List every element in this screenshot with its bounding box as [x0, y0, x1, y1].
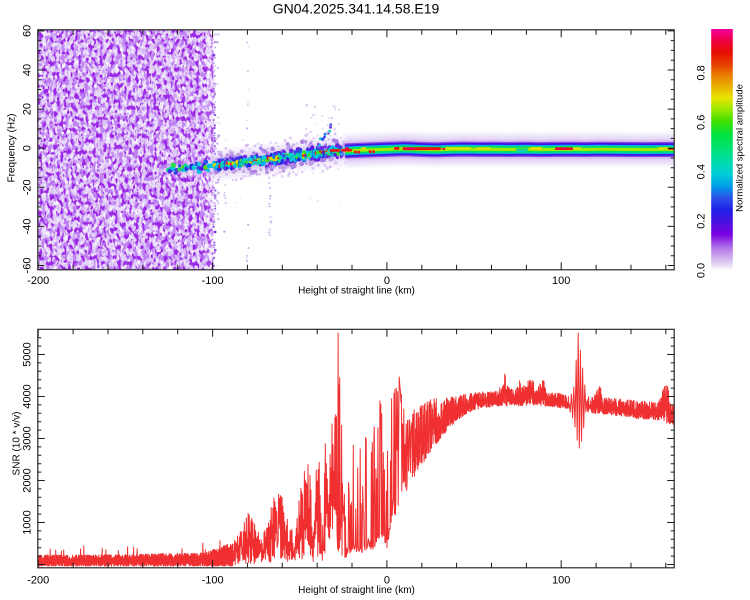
svg-text:4000: 4000	[22, 384, 34, 408]
svg-text:Height of straight line (km): Height of straight line (km)	[298, 585, 415, 596]
svg-text:-100: -100	[202, 275, 224, 287]
svg-text:3000: 3000	[22, 426, 34, 450]
svg-text:Normalized spectral amplitude: Normalized spectral amplitude	[735, 84, 746, 212]
svg-text:-20: -20	[22, 179, 34, 195]
svg-text:2000: 2000	[22, 468, 34, 492]
svg-text:SNR (10 * v/v): SNR (10 * v/v)	[12, 412, 23, 476]
svg-text:0.6: 0.6	[696, 115, 708, 130]
svg-text:1000: 1000	[22, 510, 34, 534]
svg-text:-200: -200	[27, 275, 49, 287]
svg-text:-100: -100	[202, 575, 224, 587]
svg-text:GN04.2025.341.14.58.E19: GN04.2025.341.14.58.E19	[273, 1, 440, 17]
svg-text:0.0: 0.0	[696, 263, 708, 278]
svg-text:60: 60	[22, 25, 34, 37]
svg-text:0: 0	[22, 145, 34, 151]
svg-text:Frequency (Hz): Frequency (Hz)	[7, 114, 18, 183]
svg-text:0: 0	[384, 275, 390, 287]
svg-text:5000: 5000	[22, 342, 34, 366]
svg-text:Height of straight line (km): Height of straight line (km)	[298, 285, 415, 296]
svg-text:-60: -60	[22, 258, 34, 274]
svg-text:0.4: 0.4	[696, 164, 708, 179]
svg-text:0.2: 0.2	[696, 213, 708, 228]
svg-text:-200: -200	[27, 575, 49, 587]
svg-text:40: 40	[22, 64, 34, 76]
svg-text:0.8: 0.8	[696, 65, 708, 80]
svg-text:100: 100	[552, 575, 570, 587]
svg-text:20: 20	[22, 103, 34, 115]
svg-text:-40: -40	[22, 218, 34, 234]
svg-text:100: 100	[552, 275, 570, 287]
svg-text:0: 0	[384, 575, 390, 587]
